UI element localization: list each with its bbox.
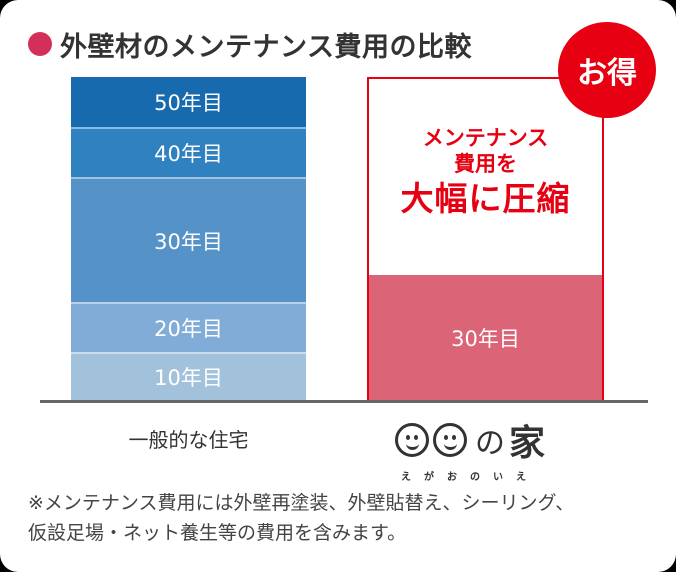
segment-20-year: 20年目 [71,302,306,352]
message-line-2: 費用を [454,152,517,176]
segment-label: 30年目 [451,326,520,351]
otoku-badge: お得 [558,22,656,118]
logo-no: の [475,426,505,461]
segment-label: 40年目 [154,142,223,166]
badge-text: お得 [577,56,637,91]
segment-label: 10年目 [154,366,223,390]
footnote-line-2: 仮設足場・ネット養生等の費用を含みます。 [28,522,407,544]
bullet-dot-icon [28,32,52,56]
smiley-face-icon [433,423,467,457]
segment-40-year: 40年目 [71,127,306,177]
segment-30-year: 30年目 [71,177,306,302]
segment-label: 20年目 [154,317,223,341]
standard-house-label: 一般的な住宅 [128,428,249,452]
segment-label: 30年目 [154,229,223,254]
standard-house-bar: 50年目 40年目 30年目 20年目 10年目 [71,77,306,400]
segment-50-year: 50年目 [71,77,306,127]
chart-baseline [40,400,648,403]
logo-kana: えがおのいえ [401,472,539,483]
savings-message: メンテナンス 費用を 大幅に圧縮 [369,125,602,221]
smiley-face-icon [395,423,429,457]
segment-label: 50年目 [154,91,223,115]
egao-no-ie-logo: の 家 えがおのいえ [395,414,575,483]
title-text: 外壁材のメンテナンス費用の比較 [60,31,472,63]
message-line-1: メンテナンス [422,126,549,150]
segment-30-year: 30年目 [369,275,602,400]
footnote-line-1: ※メンテナンス費用には外壁再塗装、外壁貼替え、シーリング、 [28,492,575,514]
footnote: ※メンテナンス費用には外壁再塗装、外壁貼替え、シーリング、 仮設足場・ネット養生… [28,488,658,548]
logo-ie: 家 [509,422,546,464]
section-title: 外壁材のメンテナンス費用の比較 [28,24,472,64]
egao-house-bar: メンテナンス 費用を 大幅に圧縮 30年目 [367,77,604,400]
segment-10-year: 10年目 [71,352,306,400]
message-line-3: 大幅に圧縮 [400,179,571,218]
